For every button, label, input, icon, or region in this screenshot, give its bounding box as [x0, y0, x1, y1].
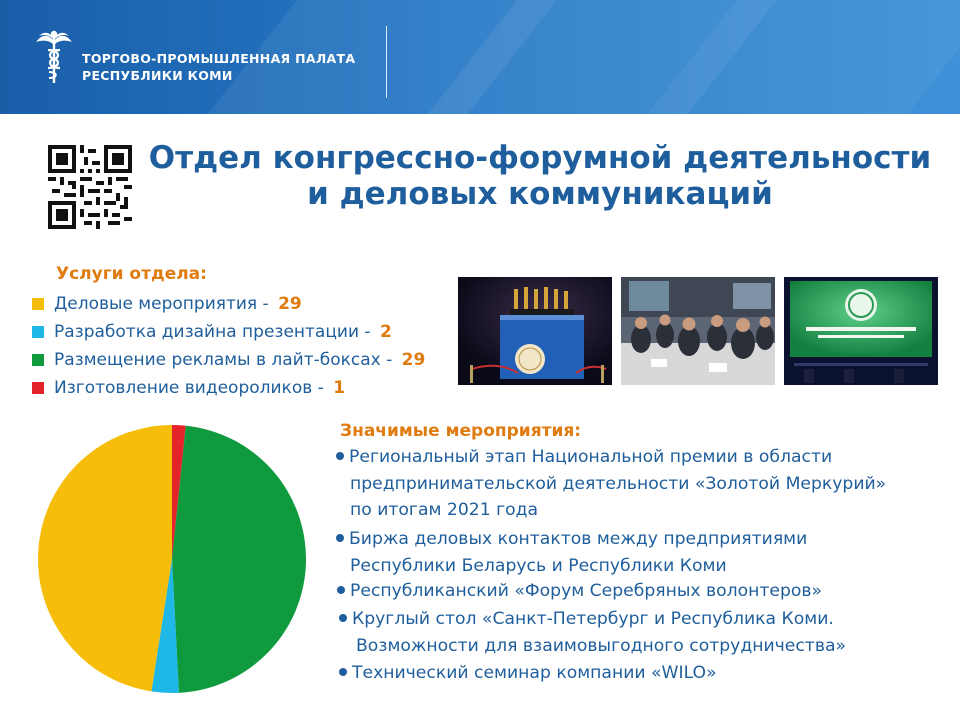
bullet-icon — [336, 452, 344, 460]
event-line: Технический семинар компании «WILO» — [352, 663, 717, 683]
photo-golden-mercury-awards — [458, 277, 612, 385]
bullet-icon — [337, 586, 345, 594]
legend-swatch — [32, 298, 44, 310]
legend-item: Разработка дизайна презентации - 2 — [32, 318, 425, 346]
legend-value: 2 — [379, 322, 392, 342]
organization-name: ТОРГОВО-ПРОМЫШЛЕННАЯ ПАЛАТА РЕСПУБЛИКИ К… — [82, 50, 355, 84]
event-line: Возможности для взаимовыгодного сотрудни… — [356, 635, 846, 656]
org-name-line1: ТОРГОВО-ПРОМЫШЛЕННАЯ ПАЛАТА — [82, 51, 356, 66]
event-line: Биржа деловых контактов между предприяти… — [349, 529, 808, 549]
event-line: Региональный этап Национальной премии в … — [349, 447, 833, 467]
photo-silver-volunteers-forum-screen — [784, 277, 938, 385]
legend-value: 29 — [278, 294, 302, 314]
legend-item: Изготовление видеороликов - 1 — [32, 374, 425, 402]
services-pie-chart — [38, 425, 306, 693]
pie-slice — [38, 425, 173, 692]
hermes-caduceus-logo-icon — [36, 30, 72, 83]
legend-label: Разработка дизайна презентации - — [54, 322, 376, 342]
event-line: Республики Беларусь и Республики Коми — [350, 555, 727, 576]
page-title: Отдел конгрессно-форумной деятельности и… — [140, 140, 940, 212]
title-line1: Отдел конгрессно-форумной деятельности — [148, 140, 932, 176]
legend-label: Размещение рекламы в лайт-боксах - — [54, 350, 398, 370]
bullet-icon — [339, 668, 347, 676]
bullet-icon — [339, 614, 347, 622]
event-line: по итогам 2021 года — [350, 500, 539, 520]
legend-value: 1 — [333, 378, 346, 398]
legend-swatch — [32, 354, 44, 366]
legend-label: Изготовление видеороликов - — [54, 378, 330, 398]
pie-slice — [172, 425, 186, 559]
chart-legend: Деловые мероприятия - 29 Разработка дизай… — [32, 290, 425, 402]
event-item: Технический семинар компании «WILO» — [339, 660, 717, 687]
legend-value: 29 — [401, 350, 426, 370]
event-item: Республиканский «Форум Серебряных волонт… — [337, 578, 822, 605]
pie-slice — [151, 559, 179, 693]
services-heading: Услуги отдела: — [56, 264, 207, 284]
event-line: Республиканский «Форум Серебряных волонт… — [350, 581, 823, 601]
legend-swatch — [32, 326, 44, 338]
header-banner: ТОРГОВО-ПРОМЫШЛЕННАЯ ПАЛАТА РЕСПУБЛИКИ К… — [0, 0, 960, 114]
event-line: предпринимательской деятельности «Золото… — [350, 473, 887, 494]
event-item: Региональный этап Национальной премии в … — [336, 444, 886, 524]
photo-business-meeting-hall — [621, 277, 775, 385]
event-item: Биржа деловых контактов между предприяти… — [336, 526, 807, 579]
event-line: Круглый стол «Санкт-Петербург и Республи… — [352, 609, 834, 629]
bullet-icon — [336, 534, 344, 542]
event-item: Круглый стол «Санкт-Петербург и Республи… — [339, 606, 846, 659]
legend-swatch — [32, 382, 44, 394]
qr-code-icon[interactable] — [48, 145, 132, 229]
events-heading: Значимые мероприятия: — [340, 421, 582, 441]
legend-item: Деловые мероприятия - 29 — [32, 290, 425, 318]
legend-item: Размещение рекламы в лайт-боксах - 29 — [32, 346, 425, 374]
header-divider — [386, 26, 387, 98]
pie-slice — [172, 425, 306, 693]
legend-label: Деловые мероприятия - — [54, 294, 275, 314]
org-name-line2: РЕСПУБЛИКИ КОМИ — [82, 68, 233, 83]
title-line2: и деловых коммуникаций — [307, 176, 773, 212]
